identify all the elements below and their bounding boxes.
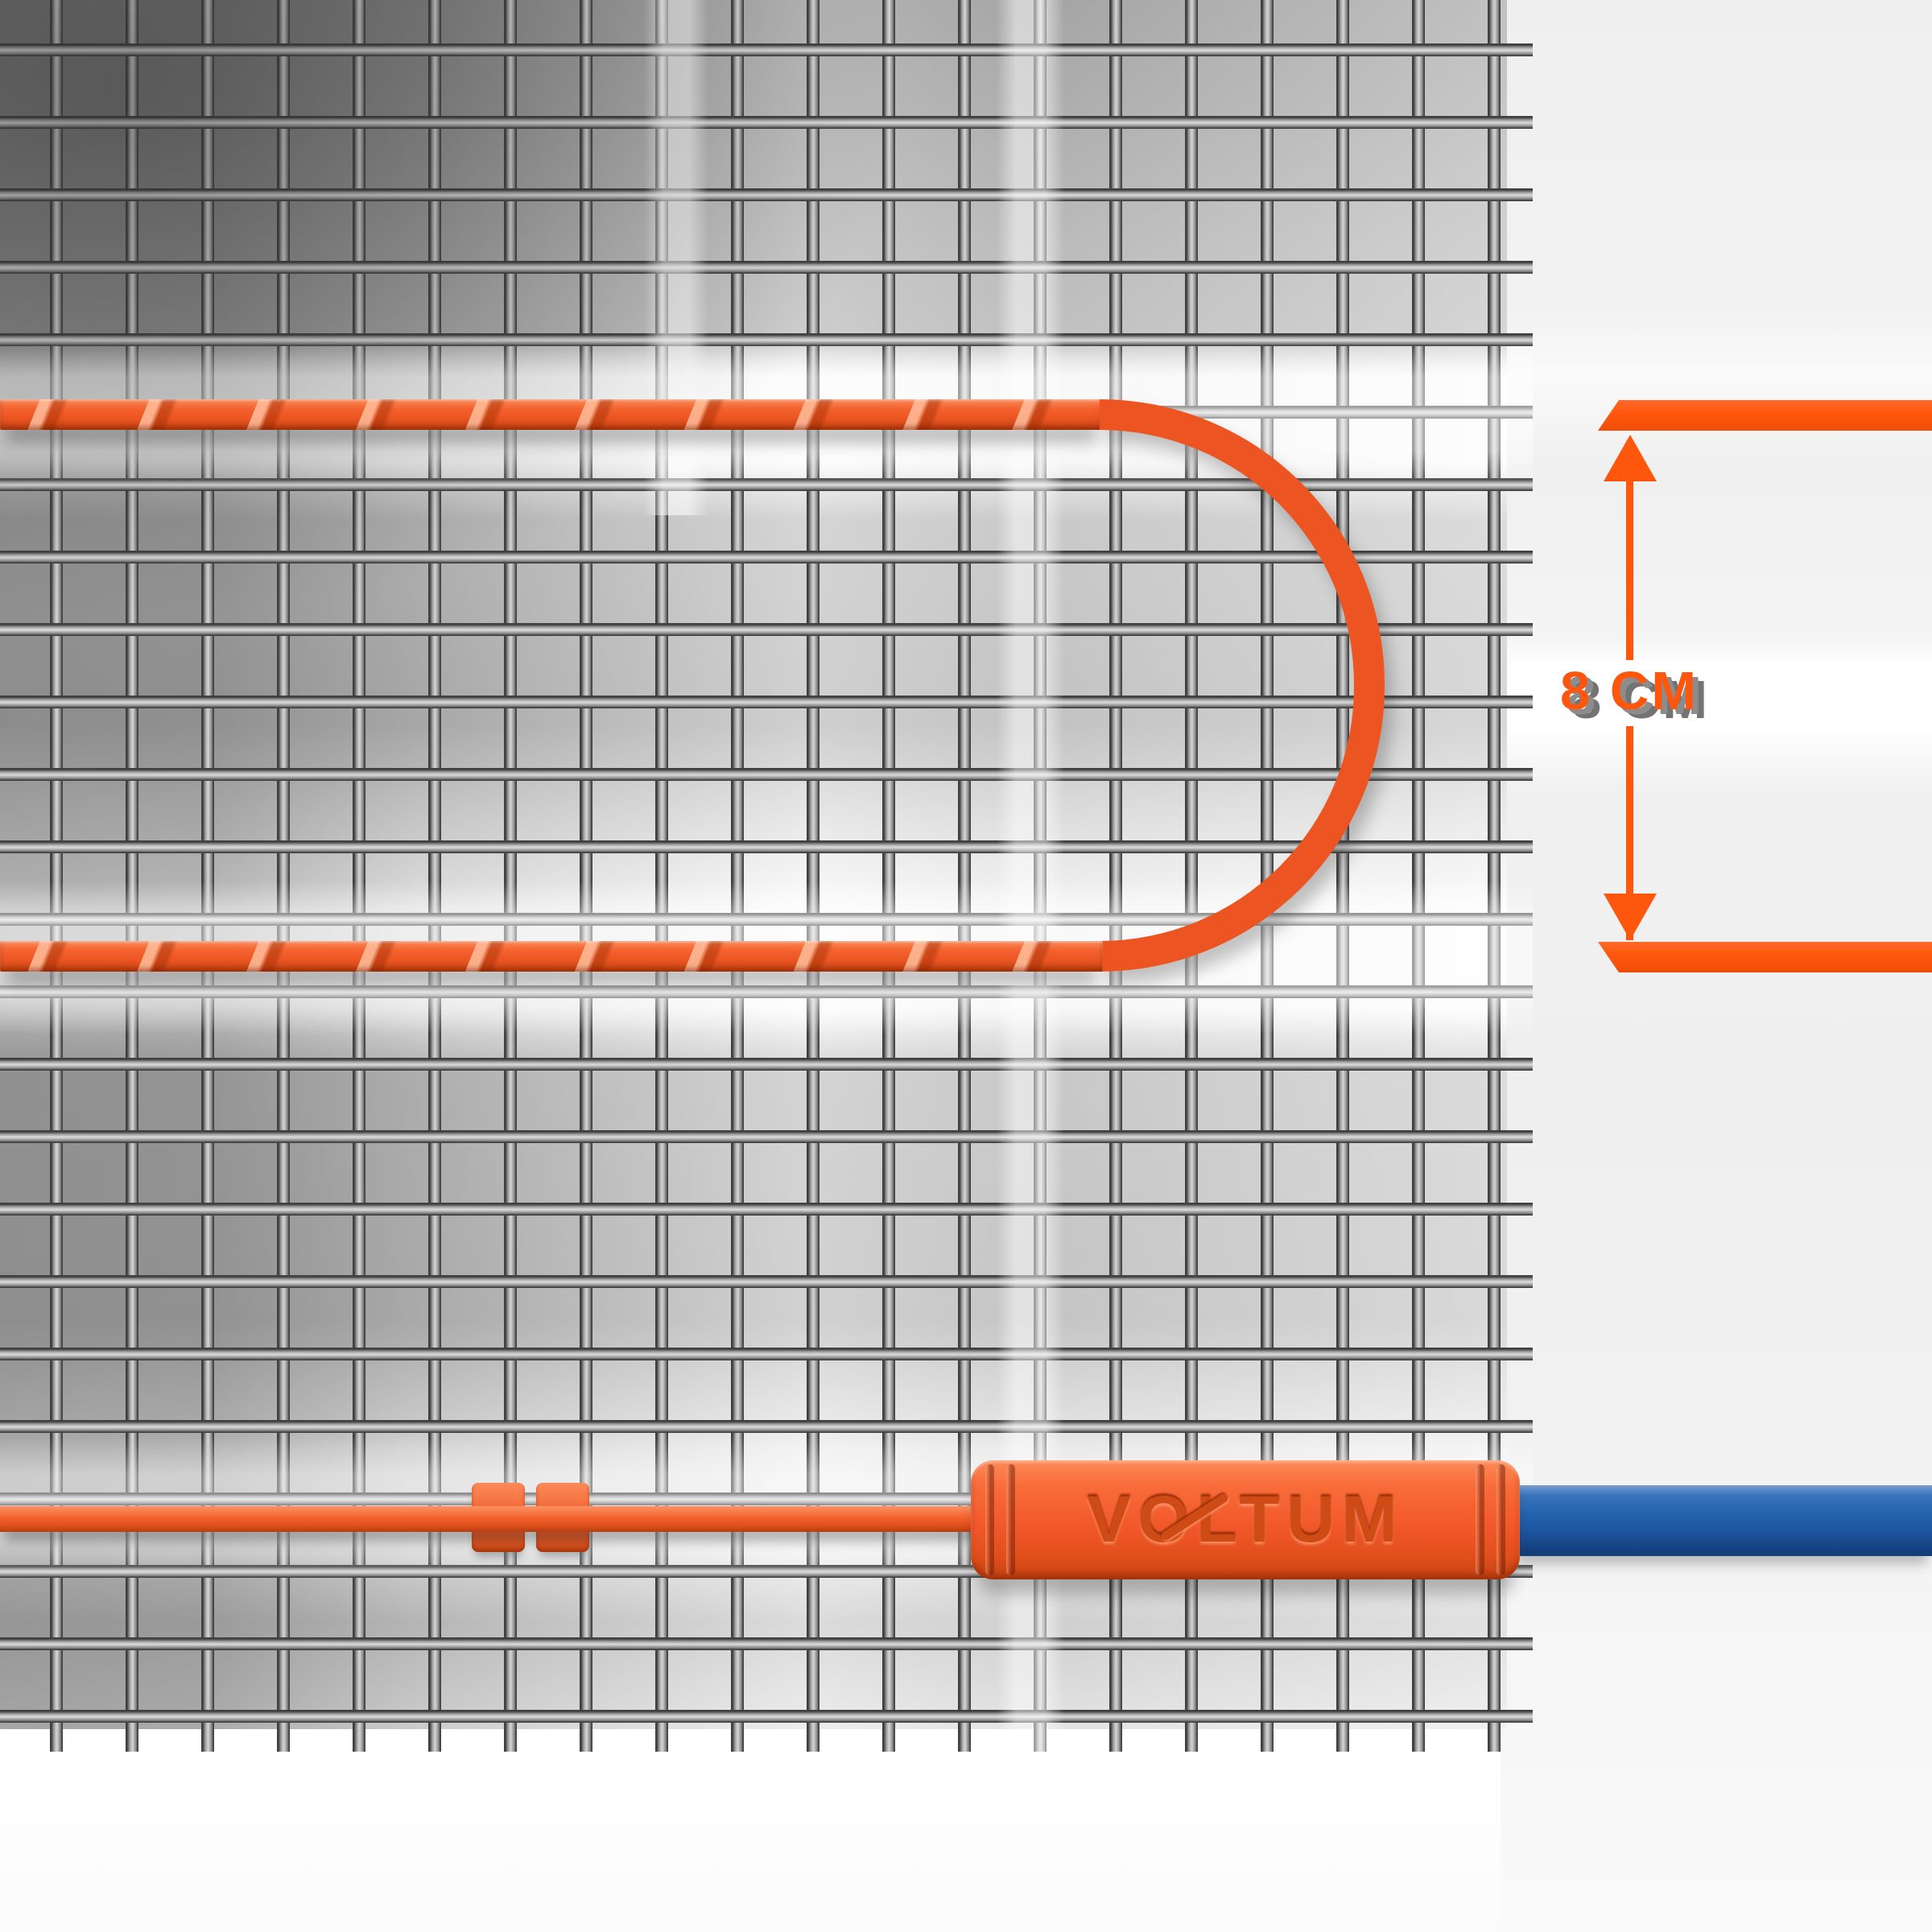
dimension-line-upper: [1626, 452, 1633, 660]
dimension-bottom-bar: [1598, 942, 1932, 972]
connector-rib: [1496, 1464, 1505, 1575]
heating-cable-bottom-run: [0, 941, 1103, 972]
cold-lead-cable: [0, 1506, 1005, 1532]
connector-brand-label: VOLTUM: [1087, 1482, 1404, 1558]
dimension-label: 8 CM: [1560, 661, 1699, 721]
connector-sleeve: VOLTUM: [971, 1460, 1520, 1579]
heating-cable-top-run: [0, 399, 1103, 430]
dimension-arrow-down-icon: [1604, 894, 1657, 940]
brand-text: VOLTUM: [1086, 1483, 1405, 1556]
dimension-line-lower: [1626, 726, 1633, 940]
dimension-top-bar: [1598, 400, 1932, 431]
connector-rib: [985, 1464, 994, 1575]
connector-rib: [1476, 1464, 1484, 1575]
connector-rib: [1006, 1464, 1015, 1575]
supply-cable-blue: [1513, 1485, 1932, 1556]
